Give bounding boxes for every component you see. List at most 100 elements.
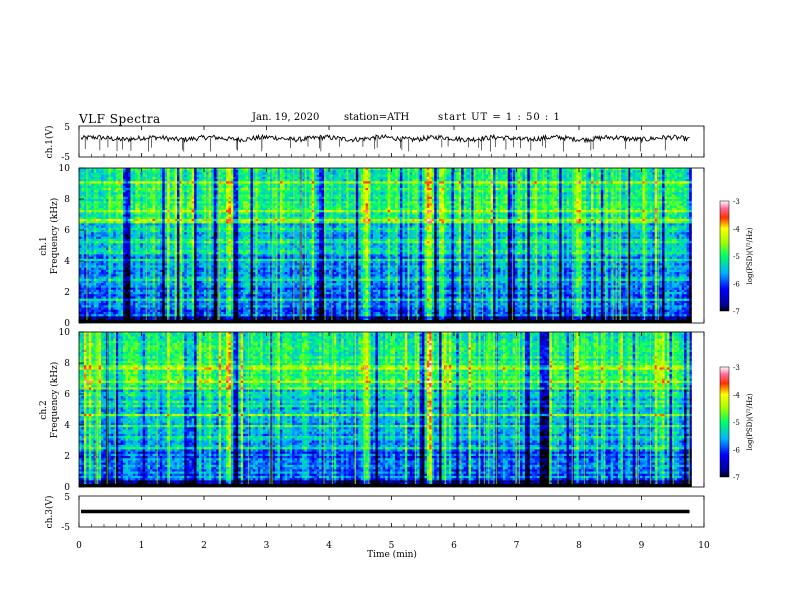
spectrogram-cell (135, 236, 139, 240)
spectrogram-cell (235, 280, 239, 284)
spectrogram-cell (238, 243, 241, 246)
spectrogram-cell (186, 192, 190, 195)
spectrogram-cell (147, 212, 151, 215)
spectrogram-cell (83, 207, 87, 211)
spectrogram-cell (96, 254, 99, 257)
spectrogram-cell (96, 234, 99, 237)
spectrogram-cell (101, 283, 104, 286)
spectrogram-cell (211, 243, 215, 246)
spectrogram-cell (96, 276, 99, 280)
spectrogram-cell (140, 203, 143, 206)
spectrogram-cell (147, 230, 151, 233)
spectrogram-cell (120, 287, 124, 291)
spectrogram-cell (203, 256, 207, 260)
spectrogram-cell (201, 210, 205, 213)
spectrogram-cell (113, 258, 117, 262)
spectrogram-cell (110, 243, 114, 246)
spectrogram-cell (103, 227, 107, 231)
spectrogram-cell (184, 227, 188, 231)
spectrogram-cell (105, 201, 109, 204)
spectrogram-cell (113, 274, 117, 277)
spectrogram-cell (103, 287, 107, 291)
spectrogram-cell (169, 298, 173, 302)
spectrogram-cell (184, 318, 188, 322)
spectrogram-cell (191, 245, 195, 249)
spectrogram-cell (157, 183, 161, 187)
spectrogram-cell (250, 190, 254, 193)
spectrogram-cell (86, 289, 90, 293)
spectrogram-cell (132, 258, 136, 262)
spectrogram-cell (147, 269, 151, 273)
spectrogram-cell (91, 185, 94, 189)
spectrogram-cell (167, 303, 170, 306)
spectrogram-cell (203, 289, 207, 293)
spectrogram-cell (172, 269, 175, 273)
spectrogram-cell (142, 300, 146, 304)
spectrogram-cell (181, 287, 185, 291)
spectrogram-cell (250, 223, 254, 226)
spectrogram-cell (130, 252, 134, 255)
spectrogram-cell (240, 221, 244, 224)
spectrogram-cell (248, 179, 251, 182)
spectrogram-cell (233, 201, 237, 204)
spectrogram-cell (103, 245, 107, 249)
spectrogram-cell (159, 254, 163, 257)
spectrogram-cell (113, 263, 117, 266)
spectrogram-cell (147, 285, 151, 288)
spectrogram-cell (135, 307, 139, 311)
spectrogram-cell (233, 212, 237, 215)
spectrogram-cell (218, 261, 222, 264)
spectrogram-cell (213, 190, 217, 193)
spectrogram-cell (211, 276, 215, 280)
spectrogram-cell (235, 223, 239, 226)
spectrogram-cell (103, 278, 107, 282)
spectrogram-cell (113, 170, 117, 173)
spectrogram-cell (221, 249, 224, 253)
spectrogram-cell (196, 269, 200, 273)
spectrogram-cell (191, 256, 195, 260)
spectrogram-cell (199, 201, 202, 204)
spectrogram-cell (164, 230, 168, 233)
spectrogram-cell (88, 314, 92, 317)
spectrogram-cell (88, 199, 92, 202)
spectrogram-cell (147, 232, 151, 235)
spectrogram-cell (221, 278, 224, 282)
spectrogram-cell (101, 278, 104, 282)
spectrogram-cell (177, 221, 180, 224)
spectrogram-cell (125, 170, 129, 173)
spectrogram-cell (233, 199, 237, 202)
spectrogram-cell (115, 256, 119, 260)
spectrogram-cell (211, 283, 215, 286)
spectrogram-cell (98, 194, 102, 198)
spectrogram-cell (174, 249, 178, 253)
spectrogram-cell (203, 214, 207, 218)
spectrogram-cell (128, 232, 131, 235)
spectrogram-cell (147, 194, 151, 198)
spectrogram-cell (226, 192, 229, 195)
spectrogram-cell (164, 234, 168, 237)
spectrogram-cell (79, 311, 82, 315)
spectrogram-cell (208, 318, 212, 322)
spectrogram-cell (118, 218, 121, 222)
spectrogram-cell (147, 236, 151, 240)
spectrogram-cell (248, 258, 251, 262)
spectrogram-cell (81, 274, 85, 277)
spectrogram-cell (213, 227, 217, 231)
spectrogram-cell (152, 254, 156, 257)
spectrogram-cell (201, 296, 205, 299)
spectrogram-cell (132, 252, 136, 255)
spectrogram-cell (125, 207, 129, 211)
spectrogram-cell (250, 258, 254, 262)
spectrogram-cell (128, 216, 131, 220)
spectrogram-cell (140, 205, 143, 209)
spectrogram-cell (120, 185, 124, 189)
spectrogram-cell (172, 176, 175, 180)
spectrogram-cell (194, 272, 197, 275)
spectrogram-cell (177, 214, 180, 218)
spectrogram-cell (79, 168, 82, 171)
spectrogram-cell (228, 192, 232, 195)
spectrogram-cell (177, 254, 180, 257)
spectrogram-cell (115, 223, 119, 226)
spectrogram-cell (162, 254, 166, 257)
spectrogram-cell (223, 267, 227, 271)
